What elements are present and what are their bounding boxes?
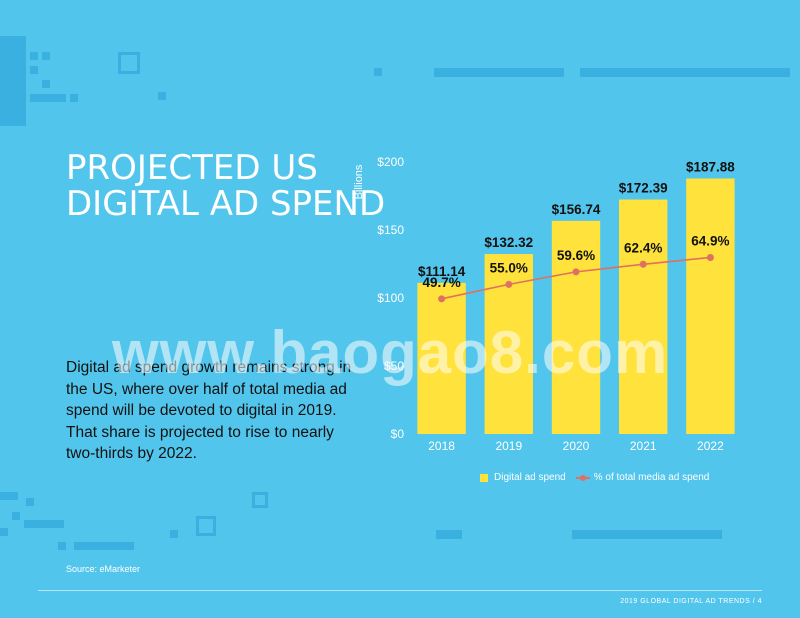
decor-pixel: [374, 68, 382, 76]
legend-line-swatch: [575, 474, 590, 481]
decor-pixel: [170, 530, 178, 538]
bar: [417, 282, 466, 434]
decor-pixel: [0, 492, 18, 500]
bar: [619, 199, 668, 434]
share-point: [706, 253, 714, 261]
body-paragraph: Digital ad spend growth remains strong i…: [66, 359, 352, 462]
decor-bar: [580, 68, 790, 77]
decor-bar: [436, 530, 462, 539]
legend-line-label: % of total media ad spend: [593, 472, 710, 483]
ad-spend-chart: Billions $0 $50 $100 $150 $200 $111.14 2018 $132…: [353, 155, 735, 453]
page-title: PROJECTED US DIGITAL AD SPEND: [66, 150, 385, 222]
x-tick-label: 2022: [697, 439, 724, 453]
decor-pixel: [0, 528, 8, 536]
decor-square-outline: [118, 52, 140, 74]
bar: [551, 220, 601, 434]
bar-data-label: $132.32: [484, 235, 533, 250]
decor-pixel: [30, 66, 38, 74]
y-tick-label: $0: [391, 427, 405, 441]
y-tick-label: $200: [377, 155, 404, 169]
y-tick-label: $50: [384, 359, 404, 373]
decor-block: [0, 36, 26, 126]
share-point: [639, 260, 647, 268]
decor-pixel: [30, 94, 66, 102]
title-line-1: PROJECTED US: [66, 148, 318, 188]
decor-bar: [74, 542, 134, 550]
decor-bar: [24, 520, 64, 528]
source-note: Source: eMarketer: [66, 564, 141, 574]
title-line-2: DIGITAL AD SPEND: [66, 184, 386, 224]
decor-pixel: [42, 80, 50, 88]
decor-pixel: [12, 512, 20, 520]
share-data-label: 64.9%: [691, 233, 729, 248]
decor-square-outline: [196, 516, 216, 536]
y-axis-label: Billions: [353, 164, 365, 199]
share-data-label: 49.7%: [422, 275, 460, 290]
bar-data-label: $172.39: [619, 181, 668, 196]
x-tick-label: 2018: [428, 439, 455, 453]
decor-pixel: [158, 92, 166, 100]
decor-pixel: [70, 94, 78, 102]
bar: [686, 178, 735, 434]
bar-data-label: $187.88: [686, 159, 735, 174]
share-point: [505, 280, 513, 288]
decor-pixel: [30, 52, 38, 60]
share-point: [572, 268, 580, 276]
chart-legend: Digital ad spend % of total media ad spe…: [480, 472, 709, 483]
x-tick-label: 2020: [563, 439, 590, 453]
share-data-label: 62.4%: [624, 240, 662, 255]
y-tick-label: $150: [377, 223, 404, 237]
decor-pixel: [58, 542, 66, 550]
legend-bar-label: Digital ad spend: [494, 472, 566, 483]
decor-square-outline: [252, 492, 268, 508]
decor-pixel: [26, 498, 34, 506]
bar-data-label: $111.14: [418, 264, 466, 279]
footer-label: 2019 GLOBAL DIGITAL AD TRENDS / 4: [620, 598, 762, 605]
bar-data-label: $156.74: [552, 202, 601, 217]
share-point: [438, 295, 446, 303]
legend-bar-swatch: [480, 473, 488, 482]
y-tick-label: $100: [377, 291, 404, 305]
share-data-label: 59.6%: [557, 248, 595, 263]
footer-divider: [38, 590, 762, 591]
x-tick-label: 2021: [630, 439, 657, 453]
share-data-label: 55.0%: [490, 260, 528, 275]
x-tick-label: 2019: [495, 439, 522, 453]
decor-pixel: [42, 52, 50, 60]
decor-bar: [434, 68, 564, 77]
decor-bar: [572, 530, 722, 539]
